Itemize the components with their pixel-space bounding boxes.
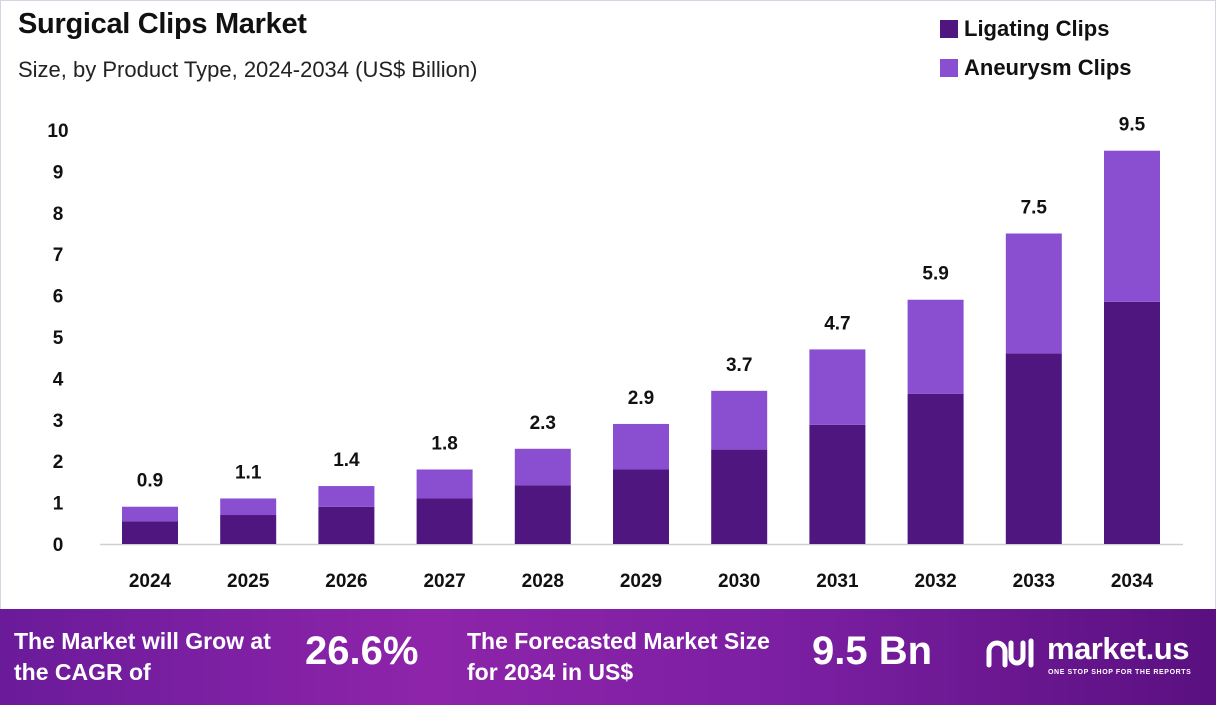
legend: Ligating Clips Aneurysm Clips <box>940 16 1132 94</box>
bar-total-label: 0.9 <box>137 471 163 492</box>
y-tick-label: 10 <box>47 121 68 142</box>
bar-segment-aneurysm <box>613 423 669 470</box>
x-tick-label: 2030 <box>718 571 760 592</box>
bar-total-label: 2.9 <box>628 388 654 409</box>
bar-segment-ligating <box>907 393 964 544</box>
legend-item-aneurysm: Aneurysm Clips <box>940 55 1132 81</box>
legend-swatch-aneurysm <box>940 59 958 77</box>
bar-segment-aneurysm <box>1005 233 1062 354</box>
bar-segment-aneurysm <box>318 486 375 507</box>
legend-label-ligating: Ligating Clips <box>964 16 1110 41</box>
brand-name: market.us <box>1047 631 1189 666</box>
y-tick-label: 1 <box>53 494 64 515</box>
x-tick-label: 2026 <box>325 571 367 592</box>
brand-tagline: ONE STOP SHOP FOR THE REPORTS <box>1048 669 1192 676</box>
bar-segment-aneurysm <box>416 469 473 499</box>
y-tick-label: 0 <box>53 535 64 556</box>
legend-item-ligating: Ligating Clips <box>940 16 1132 42</box>
y-tick-label: 9 <box>53 162 64 183</box>
bar-total-label: 4.7 <box>824 313 850 334</box>
y-tick-label: 4 <box>53 369 64 390</box>
legend-swatch-ligating <box>940 20 958 38</box>
y-tick-label: 7 <box>53 245 64 266</box>
x-tick-label: 2028 <box>522 571 564 592</box>
x-tick-label: 2024 <box>129 571 172 592</box>
x-tick-label: 2033 <box>1013 571 1055 592</box>
bar-segment-ligating <box>1005 353 1062 544</box>
x-tick-label: 2034 <box>1111 571 1154 592</box>
market-us-logo-icon <box>986 638 1034 668</box>
bar-segment-ligating <box>711 449 768 544</box>
y-tick-label: 6 <box>53 287 64 308</box>
bar-segment-ligating <box>1104 301 1160 544</box>
x-tick-label: 2027 <box>423 571 465 592</box>
bar-segment-aneurysm <box>1104 150 1160 302</box>
x-tick-label: 2025 <box>227 571 270 592</box>
bar-segment-aneurysm <box>220 498 277 516</box>
bar-segment-ligating <box>809 424 866 544</box>
bar-chart: 0 1 2 3 4 5 6 7 8 9 10 0.9 2024 1.1 2025 1.4 2026 1.8 2027… <box>47 115 1183 592</box>
bar-segment-aneurysm <box>907 299 964 394</box>
bar-segment-ligating <box>514 485 571 544</box>
summary-banner: The Market will Grow at the CAGR of 26.6… <box>0 609 1216 705</box>
cagr-caption: The Market will Grow at the CAGR of <box>14 628 271 685</box>
chart-subtitle: Size, by Product Type, 2024-2034 (US$ Bi… <box>18 57 478 82</box>
forecast-value: 9.5 Bn <box>812 629 933 673</box>
y-tick-label: 8 <box>53 204 64 225</box>
y-tick-label: 3 <box>53 411 64 432</box>
bar-total-label: 9.5 <box>1119 115 1146 136</box>
bar-segment-aneurysm <box>809 349 866 425</box>
forecast-caption: The Forecasted Market Size for 2034 in U… <box>467 628 770 685</box>
bar-total-label: 1.1 <box>235 462 262 483</box>
bar-segment-ligating <box>220 515 277 544</box>
bar-total-label: 2.3 <box>530 413 556 434</box>
bar-total-label: 1.8 <box>431 433 457 454</box>
bar-segment-aneurysm <box>711 390 768 450</box>
y-tick-label: 5 <box>53 328 64 349</box>
brand-logo: market.us ONE STOP SHOP FOR THE REPORTS <box>985 631 1210 683</box>
bar-segment-ligating <box>318 506 375 544</box>
bar-total-label: 5.9 <box>922 264 948 285</box>
bar-total-label: 3.7 <box>726 355 752 376</box>
bar-segment-aneurysm <box>122 506 178 522</box>
bar-total-label: 1.4 <box>333 450 360 471</box>
chart-title: Surgical Clips Market <box>18 8 307 40</box>
cagr-value: 26.6% <box>305 629 419 673</box>
bar-segment-ligating <box>122 521 178 544</box>
bar-segment-aneurysm <box>514 448 571 486</box>
y-tick-label: 2 <box>53 452 64 473</box>
x-tick-label: 2031 <box>816 571 859 592</box>
x-tick-label: 2029 <box>620 571 662 592</box>
bar-segment-ligating <box>416 498 473 544</box>
legend-label-aneurysm: Aneurysm Clips <box>964 55 1132 80</box>
bar-total-label: 7.5 <box>1021 198 1048 219</box>
x-tick-label: 2032 <box>914 571 956 592</box>
bar-segment-ligating <box>613 469 669 544</box>
